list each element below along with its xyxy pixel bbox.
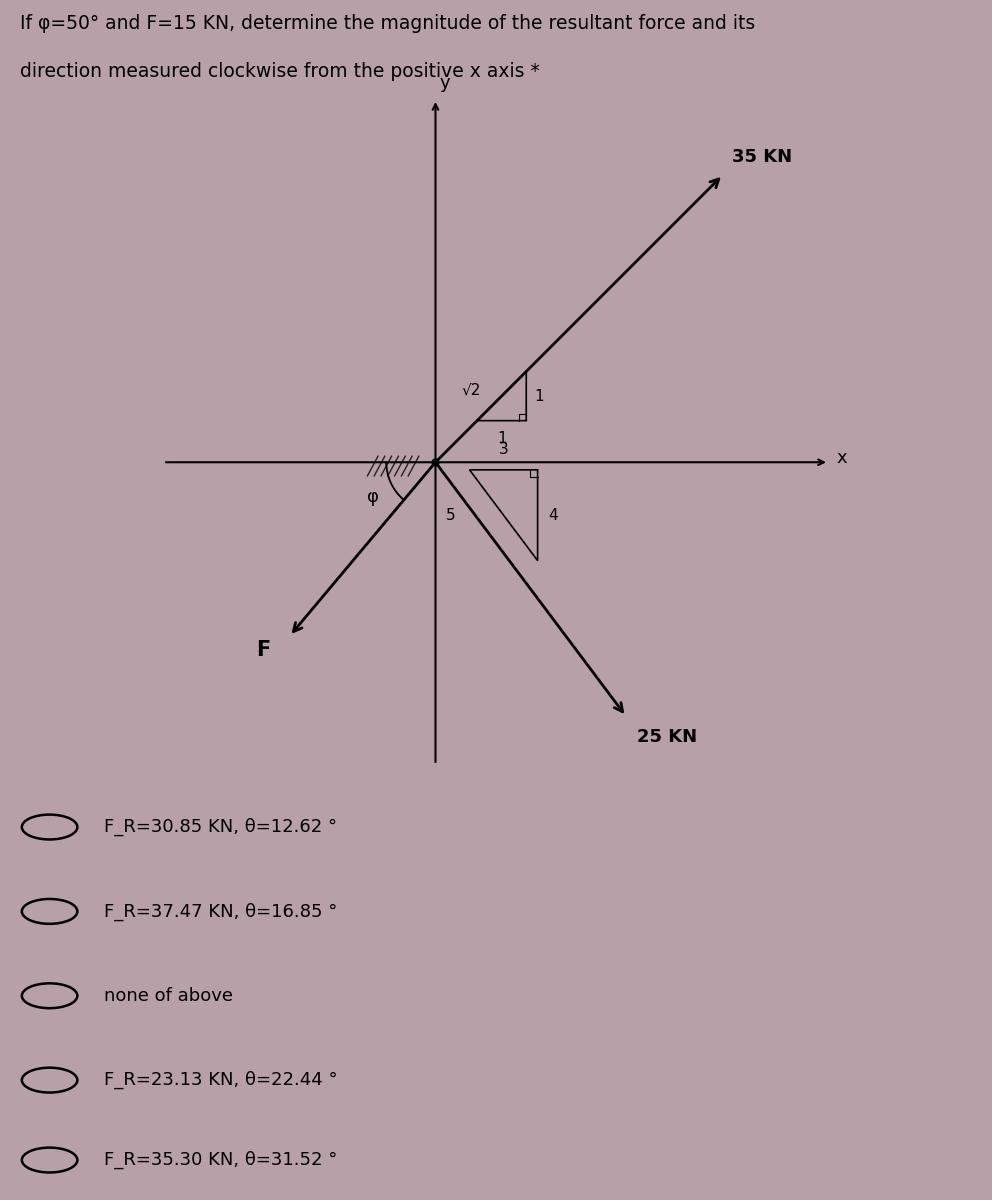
Text: 3: 3 (499, 442, 509, 457)
Text: none of above: none of above (104, 986, 233, 1004)
Text: F: F (256, 640, 271, 660)
Text: 25 KN: 25 KN (638, 727, 697, 745)
Text: F_R=23.13 KN, θ=22.44 °: F_R=23.13 KN, θ=22.44 ° (104, 1070, 338, 1090)
Text: y: y (439, 73, 449, 91)
Text: x: x (836, 450, 847, 468)
Text: 4: 4 (549, 508, 558, 523)
Text: √2: √2 (461, 383, 481, 397)
Text: 5: 5 (446, 508, 456, 523)
Text: F_R=35.30 KN, θ=31.52 °: F_R=35.30 KN, θ=31.52 ° (104, 1151, 337, 1169)
Text: direction measured clockwise from the positive x axis *: direction measured clockwise from the po… (20, 62, 540, 82)
Text: F_R=30.85 KN, θ=12.62 °: F_R=30.85 KN, θ=12.62 ° (104, 818, 337, 836)
Text: 1: 1 (534, 389, 544, 403)
Text: 1: 1 (497, 431, 507, 446)
Text: F_R=37.47 KN, θ=16.85 °: F_R=37.47 KN, θ=16.85 ° (104, 902, 337, 920)
Text: If φ=50° and F=15 KN, determine the magnitude of the resultant force and its: If φ=50° and F=15 KN, determine the magn… (20, 14, 755, 34)
Text: φ: φ (367, 487, 379, 505)
Text: 35 KN: 35 KN (732, 148, 793, 166)
